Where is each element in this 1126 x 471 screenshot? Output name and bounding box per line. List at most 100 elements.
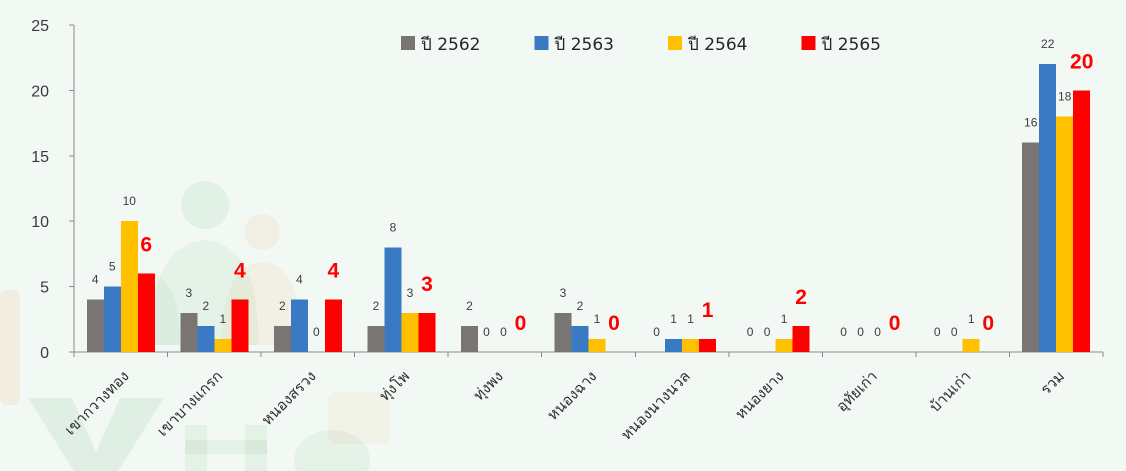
bar-series3-cat10 <box>962 338 980 352</box>
bar-series3-cat4 <box>401 312 419 352</box>
bar-series3-cat8 <box>775 338 793 352</box>
bar-series3-cat7 <box>682 338 700 352</box>
data-label-series3-cat4: 3 <box>407 286 414 300</box>
x-tick-label-cat7: หนองนางนวล <box>617 367 694 444</box>
bar-series3-cat1 <box>120 221 138 352</box>
bar-series1-cat6 <box>554 312 572 352</box>
data-label-series2-cat10: 0 <box>951 325 958 339</box>
bar-series1-cat2 <box>180 312 198 352</box>
bar-series1-cat3 <box>273 325 291 352</box>
data-label-series2-cat6: 2 <box>577 299 584 313</box>
bar-series4-cat7 <box>699 338 717 352</box>
bar-series1-cat5 <box>460 325 478 352</box>
data-label-series2-cat5: 0 <box>483 325 490 339</box>
data-label-series2-cat4: 8 <box>390 220 397 234</box>
bar-series1-cat4 <box>367 325 385 352</box>
data-label-series1-cat7: 0 <box>653 325 660 339</box>
data-label-series2-cat2: 2 <box>202 299 209 313</box>
legend-item-series4: ปี 2565 <box>801 35 881 55</box>
x-tick-label-cat11: รวม <box>1037 367 1068 398</box>
legend-item-series1: ปี 2562 <box>401 35 480 55</box>
bar-series2-cat3 <box>290 299 308 352</box>
data-label-series4-cat2: 4 <box>234 260 246 283</box>
legend-swatch <box>668 36 682 50</box>
data-label-series1-cat10: 0 <box>934 325 941 339</box>
data-label-series2-cat3: 4 <box>296 273 303 287</box>
x-tick-label-cat9: อุทัยเก่า <box>833 367 882 416</box>
x-tick-label-cat8: หนองยาง <box>732 367 788 423</box>
data-label-series2-cat8: 0 <box>764 325 771 339</box>
data-label-series4-cat7: 1 <box>702 299 714 322</box>
data-label-series3-cat9: 0 <box>874 325 881 339</box>
bar-series3-cat11 <box>1056 116 1074 352</box>
data-label-series1-cat5: 2 <box>466 299 473 313</box>
legend-label: ปี 2565 <box>821 35 881 55</box>
watermark-shape <box>294 430 370 471</box>
data-label-series3-cat3: 0 <box>313 325 320 339</box>
y-tick-label: 0 <box>40 345 49 362</box>
watermark-shape <box>244 214 280 250</box>
watermark-shape <box>328 392 390 444</box>
data-label-series4-cat3: 4 <box>328 260 340 283</box>
bar-series2-cat6 <box>571 325 589 352</box>
data-label-series3-cat10: 1 <box>968 312 975 326</box>
data-label-series2-cat1: 5 <box>109 260 116 274</box>
y-tick-label: 20 <box>31 83 49 100</box>
data-label-series4-cat1: 6 <box>140 234 152 257</box>
data-label-series2-cat7: 1 <box>670 312 677 326</box>
legend-item-series2: ปี 2563 <box>534 35 614 55</box>
data-label-series4-cat4: 3 <box>421 273 433 296</box>
bar-series3-cat6 <box>588 338 606 352</box>
data-label-series4-cat10: 0 <box>982 312 994 335</box>
bar-series2-cat4 <box>384 247 402 352</box>
legend-label: ปี 2563 <box>554 35 614 55</box>
data-label-series4-cat9: 0 <box>889 312 901 335</box>
data-label-series4-cat8: 2 <box>795 286 807 309</box>
data-label-series4-cat5: 0 <box>515 312 527 335</box>
legend-swatch <box>534 36 549 50</box>
watermark-shape <box>28 398 164 471</box>
background-watermark <box>0 181 390 471</box>
bar-series2-cat11 <box>1039 64 1057 353</box>
data-label-series3-cat5: 0 <box>500 325 507 339</box>
data-label-series1-cat6: 3 <box>560 286 567 300</box>
bar-series4-cat2 <box>231 299 249 352</box>
bar-series2-cat1 <box>103 286 121 352</box>
bar-series4-cat11 <box>1073 90 1091 353</box>
bar-series4-cat8 <box>792 325 810 352</box>
legend-item-series3: ปี 2564 <box>668 35 747 55</box>
x-tick-label-cat10: บ้านเก่า <box>926 367 975 416</box>
watermark-shape <box>185 425 207 471</box>
legend: ปี 2562 ปี 2563 ปี 2564 ปี 2565 <box>401 35 881 55</box>
bars <box>86 64 1091 353</box>
bar-series4-cat3 <box>324 299 342 352</box>
data-label-series1-cat8: 0 <box>747 325 754 339</box>
legend-label: ปี 2564 <box>687 35 747 55</box>
data-label-series3-cat11: 18 <box>1058 90 1072 104</box>
bar-series1-cat1 <box>86 299 104 352</box>
bar-series4-cat1 <box>137 273 155 352</box>
data-label-series3-cat1: 10 <box>123 194 137 208</box>
y-tick-label: 25 <box>31 18 49 35</box>
data-label-series1-cat9: 0 <box>840 325 847 339</box>
watermark-shape <box>245 425 267 471</box>
bar-series2-cat2 <box>197 325 215 352</box>
watermark-shape <box>181 181 229 229</box>
data-label-series2-cat9: 0 <box>857 325 864 339</box>
watermark-shape <box>185 440 267 454</box>
data-label-series3-cat2: 1 <box>219 312 226 326</box>
x-tick-label-cat3: หนองสรวง <box>258 367 320 429</box>
data-label-series2-cat11: 22 <box>1041 37 1055 51</box>
watermark-shape <box>150 240 259 345</box>
legend-swatch <box>401 36 415 50</box>
data-label-series3-cat7: 1 <box>687 312 694 326</box>
y-tick-label: 15 <box>31 149 49 166</box>
data-label-series4-cat11: 20 <box>1070 50 1093 73</box>
watermark-shape <box>0 290 20 405</box>
data-label-series1-cat3: 2 <box>279 299 286 313</box>
data-label-series4-cat6: 0 <box>608 312 620 335</box>
legend-swatch <box>801 36 816 50</box>
x-tick-label-cat6: หนองฉาง <box>543 367 600 424</box>
